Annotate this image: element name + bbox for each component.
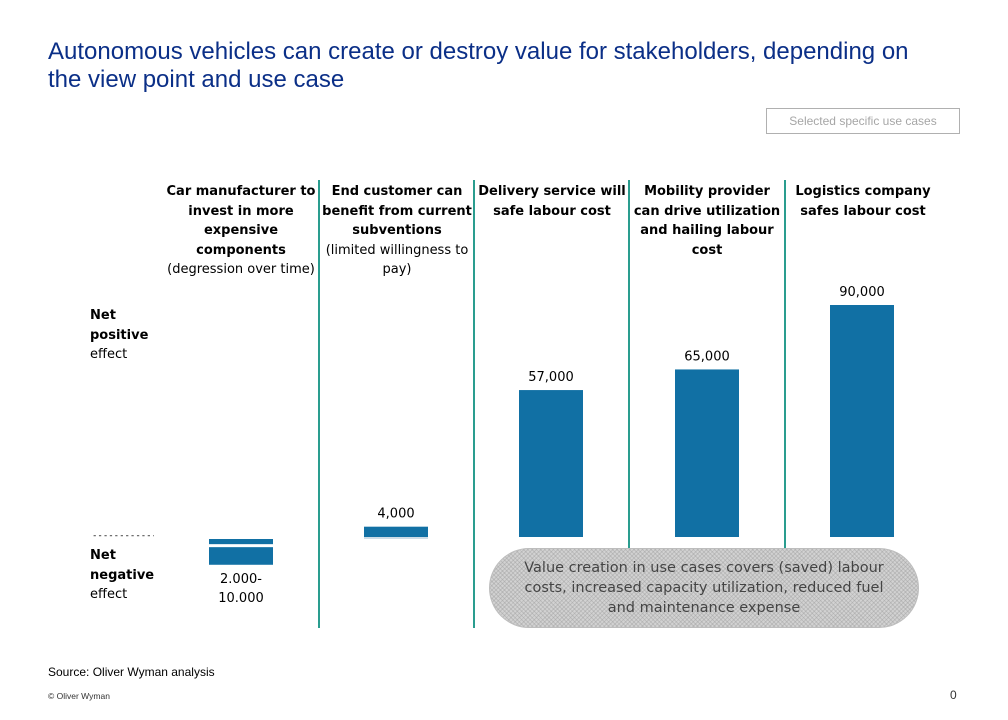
column-header-note: (limited willingness to pay) xyxy=(325,242,469,278)
value-label-mobility-provider: 65,000 xyxy=(684,349,730,364)
value-label-car-manufacturer: 2.000-10.000 xyxy=(218,572,264,606)
selected-use-cases-tag: Selected specific use cases xyxy=(766,108,960,134)
column-header-bold: Car manufacturer to invest in more expen… xyxy=(166,184,316,258)
net-positive-normal: effect xyxy=(90,347,128,362)
bar-logistics-company xyxy=(830,305,894,537)
value-creation-callout: Value creation in use cases covers (save… xyxy=(489,548,919,628)
column-header-bold: End customer can benefit from current su… xyxy=(322,184,472,238)
bar-end-customer xyxy=(364,526,428,537)
column-header-end-customer: End customer can benefit from current su… xyxy=(322,182,472,280)
zero-divider: --------------- xyxy=(92,531,154,541)
bar-car-manufacturer-low xyxy=(209,539,273,545)
column-header-bold: Delivery service will safe labour cost xyxy=(478,184,626,219)
net-negative-normal: effect xyxy=(90,587,128,602)
column-header-bold: Mobility provider can drive utilization … xyxy=(633,184,781,258)
page-title: Autonomous vehicles can create or destro… xyxy=(48,38,909,93)
copyright: © Oliver Wyman xyxy=(48,691,110,701)
column-header-logistics-company: Logistics company safes labour cost xyxy=(788,182,938,221)
net-positive-bold: Net positive xyxy=(90,308,149,343)
value-label-logistics-company: 90,000 xyxy=(839,285,885,300)
value-label-delivery-service: 57,000 xyxy=(528,370,574,385)
bar-mobility-provider xyxy=(675,369,739,537)
net-negative-bold: Net negative xyxy=(90,548,155,583)
net-positive-label: Net positive effect xyxy=(90,306,170,365)
column-header-delivery-service: Delivery service will safe labour cost xyxy=(477,182,627,221)
column-header-car-manufacturer: Car manufacturer to invest in more expen… xyxy=(166,182,316,280)
net-negative-label: Net negative effect xyxy=(90,546,170,605)
source-note: Source: Oliver Wyman analysis xyxy=(48,665,215,679)
value-label-end-customer: 4,000 xyxy=(377,507,414,522)
column-header-note: (degression over time) xyxy=(167,262,315,277)
column-header-mobility-provider: Mobility provider can drive utilization … xyxy=(632,182,782,260)
bar-car-manufacturer-high xyxy=(209,547,273,565)
bar-delivery-service xyxy=(519,390,583,537)
page-number: 0 xyxy=(950,688,957,702)
column-header-bold: Logistics company safes labour cost xyxy=(795,184,931,219)
